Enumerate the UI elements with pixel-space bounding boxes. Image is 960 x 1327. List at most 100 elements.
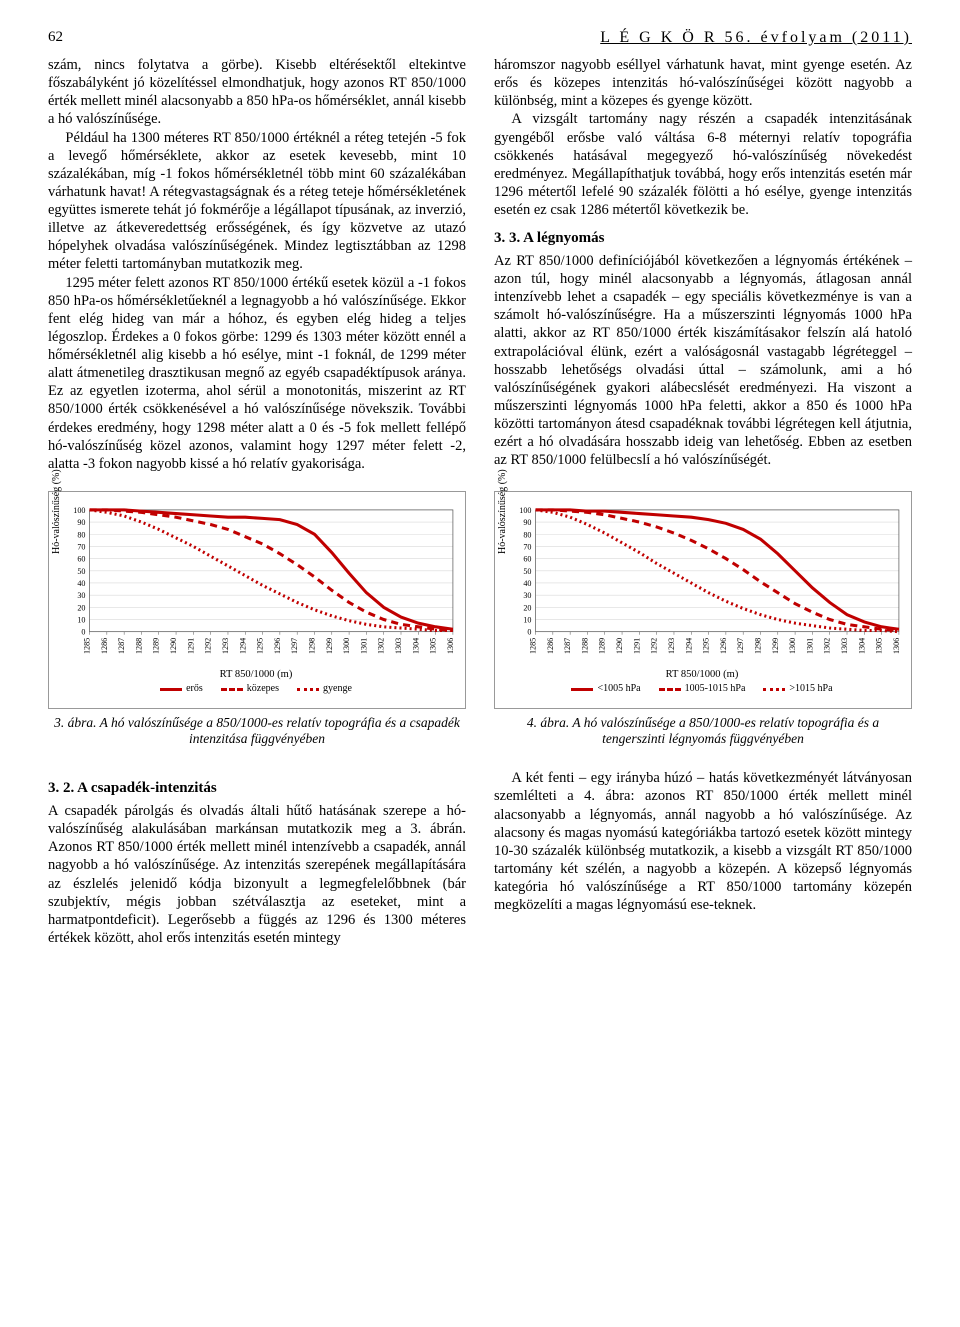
- para: háromszor nagyobb eséllyel várhatunk hav…: [494, 56, 912, 110]
- figure-3: Hó-valószínűség (%) 01020304050607080901…: [48, 491, 466, 747]
- svg-text:0: 0: [81, 628, 85, 637]
- svg-text:1294: 1294: [684, 638, 693, 654]
- svg-text:30: 30: [523, 591, 531, 600]
- svg-text:1290: 1290: [615, 638, 624, 654]
- svg-text:1294: 1294: [238, 638, 247, 654]
- svg-text:20: 20: [523, 603, 531, 612]
- svg-text:1290: 1290: [169, 638, 178, 654]
- svg-text:1288: 1288: [134, 638, 143, 654]
- svg-text:50: 50: [77, 567, 85, 576]
- svg-text:1291: 1291: [632, 638, 641, 654]
- figure-4-caption: 4. ábra. A hó valószínűsége a 850/1000-e…: [494, 715, 912, 747]
- svg-text:1300: 1300: [788, 638, 797, 654]
- para: 1295 méter felett azonos RT 850/1000 ért…: [48, 274, 466, 473]
- svg-text:1297: 1297: [290, 638, 299, 654]
- para: Például ha 1300 méteres RT 850/1000 érté…: [48, 129, 466, 274]
- section-heading: 3. 3. A légnyomás: [494, 229, 912, 248]
- text-columns-bottom: 3. 2. A csapadék-intenzitás A csapadék p…: [48, 769, 912, 947]
- svg-text:80: 80: [77, 530, 85, 539]
- svg-text:90: 90: [77, 518, 85, 527]
- svg-text:1299: 1299: [771, 638, 780, 654]
- svg-text:1296: 1296: [719, 638, 728, 654]
- svg-text:1301: 1301: [359, 638, 368, 654]
- text-columns-top: szám, nincs folytatva a görbe). Kisebb e…: [48, 56, 912, 473]
- svg-text:1286: 1286: [100, 638, 109, 654]
- svg-text:1298: 1298: [753, 638, 762, 654]
- svg-text:1304: 1304: [411, 638, 420, 654]
- svg-text:70: 70: [523, 542, 531, 551]
- svg-text:1293: 1293: [221, 638, 230, 654]
- right-column: háromszor nagyobb eséllyel várhatunk hav…: [494, 56, 912, 473]
- svg-text:1291: 1291: [186, 638, 195, 654]
- svg-text:1306: 1306: [446, 638, 455, 654]
- svg-text:1305: 1305: [875, 638, 884, 654]
- para: szám, nincs folytatva a görbe). Kisebb e…: [48, 56, 466, 129]
- y-axis-label: Hó-valószínűség (%): [497, 469, 510, 554]
- svg-text:40: 40: [77, 579, 85, 588]
- chart-3-box: Hó-valószínűség (%) 01020304050607080901…: [48, 491, 466, 709]
- x-axis-label: RT 850/1000 (m): [53, 668, 459, 681]
- para: A csapadék párolgás és olvadás általi hű…: [48, 802, 466, 947]
- svg-text:1295: 1295: [256, 638, 265, 654]
- svg-text:1296: 1296: [273, 638, 282, 654]
- para: A két fenti – egy irányba húzó – hatás k…: [494, 769, 912, 914]
- svg-text:10: 10: [523, 615, 531, 624]
- svg-text:1289: 1289: [152, 638, 161, 654]
- svg-text:20: 20: [77, 603, 85, 612]
- svg-text:1303: 1303: [840, 638, 849, 654]
- svg-text:1292: 1292: [650, 638, 659, 654]
- page-header: 62 L É G K Ö R 56. évfolyam (2011): [48, 28, 912, 48]
- svg-text:100: 100: [73, 506, 85, 515]
- chart-3-legend: erősközepesgyenge: [53, 683, 459, 696]
- svg-text:1301: 1301: [805, 638, 814, 654]
- figure-3-caption: 3. ábra. A hó valószínűsége a 850/1000-e…: [48, 715, 466, 747]
- y-axis-label: Hó-valószínűség (%): [51, 469, 64, 554]
- left-column-2: 3. 2. A csapadék-intenzitás A csapadék p…: [48, 769, 466, 947]
- svg-text:30: 30: [77, 591, 85, 600]
- svg-text:1305: 1305: [429, 638, 438, 654]
- svg-text:1303: 1303: [394, 638, 403, 654]
- svg-text:1297: 1297: [736, 638, 745, 654]
- figure-4: Hó-valószínűség (%) 01020304050607080901…: [494, 491, 912, 747]
- left-column: szám, nincs folytatva a görbe). Kisebb e…: [48, 56, 466, 473]
- svg-text:90: 90: [523, 518, 531, 527]
- page-number: 62: [48, 28, 63, 48]
- svg-text:1306: 1306: [892, 638, 901, 654]
- svg-text:1302: 1302: [823, 638, 832, 654]
- svg-text:1300: 1300: [342, 638, 351, 654]
- svg-text:1285: 1285: [529, 638, 538, 654]
- charts-row: Hó-valószínűség (%) 01020304050607080901…: [48, 491, 912, 747]
- svg-text:1292: 1292: [204, 638, 213, 654]
- svg-text:40: 40: [523, 579, 531, 588]
- para: A vizsgált tartomány nagy részén a csapa…: [494, 110, 912, 219]
- svg-text:1304: 1304: [857, 638, 866, 654]
- svg-text:10: 10: [77, 615, 85, 624]
- svg-text:1293: 1293: [667, 638, 676, 654]
- chart-3-svg: 0 10 20 30 40 50 60 70 80 90 100 1285 1286 1287 1288 12…: [53, 500, 459, 670]
- svg-text:1287: 1287: [563, 638, 572, 654]
- svg-text:1299: 1299: [325, 638, 334, 654]
- svg-text:80: 80: [523, 530, 531, 539]
- svg-text:1286: 1286: [546, 638, 555, 654]
- svg-text:1298: 1298: [307, 638, 316, 654]
- chart-4-legend: <1005 hPa1005-1015 hPa>1015 hPa: [499, 683, 905, 696]
- para: Az RT 850/1000 definíciójából következőe…: [494, 252, 912, 470]
- svg-text:60: 60: [523, 555, 531, 564]
- svg-text:1288: 1288: [580, 638, 589, 654]
- svg-text:60: 60: [77, 555, 85, 564]
- svg-text:1302: 1302: [377, 638, 386, 654]
- svg-text:1295: 1295: [702, 638, 711, 654]
- chart-4-svg: 0 10 20 30 40 50 60 70 80 90 100 1285 1286 1287 1288 12…: [499, 500, 905, 670]
- section-heading: 3. 2. A csapadék-intenzitás: [48, 779, 466, 798]
- right-column-2: A két fenti – egy irányba húzó – hatás k…: [494, 769, 912, 947]
- chart-4-box: Hó-valószínűség (%) 01020304050607080901…: [494, 491, 912, 709]
- svg-text:50: 50: [523, 567, 531, 576]
- svg-text:1287: 1287: [117, 638, 126, 654]
- x-axis-label: RT 850/1000 (m): [499, 668, 905, 681]
- journal-title: L É G K Ö R 56. évfolyam (2011): [600, 28, 912, 48]
- svg-text:100: 100: [519, 506, 531, 515]
- svg-text:1289: 1289: [598, 638, 607, 654]
- svg-text:70: 70: [77, 542, 85, 551]
- svg-text:0: 0: [527, 628, 531, 637]
- svg-text:1285: 1285: [83, 638, 92, 654]
